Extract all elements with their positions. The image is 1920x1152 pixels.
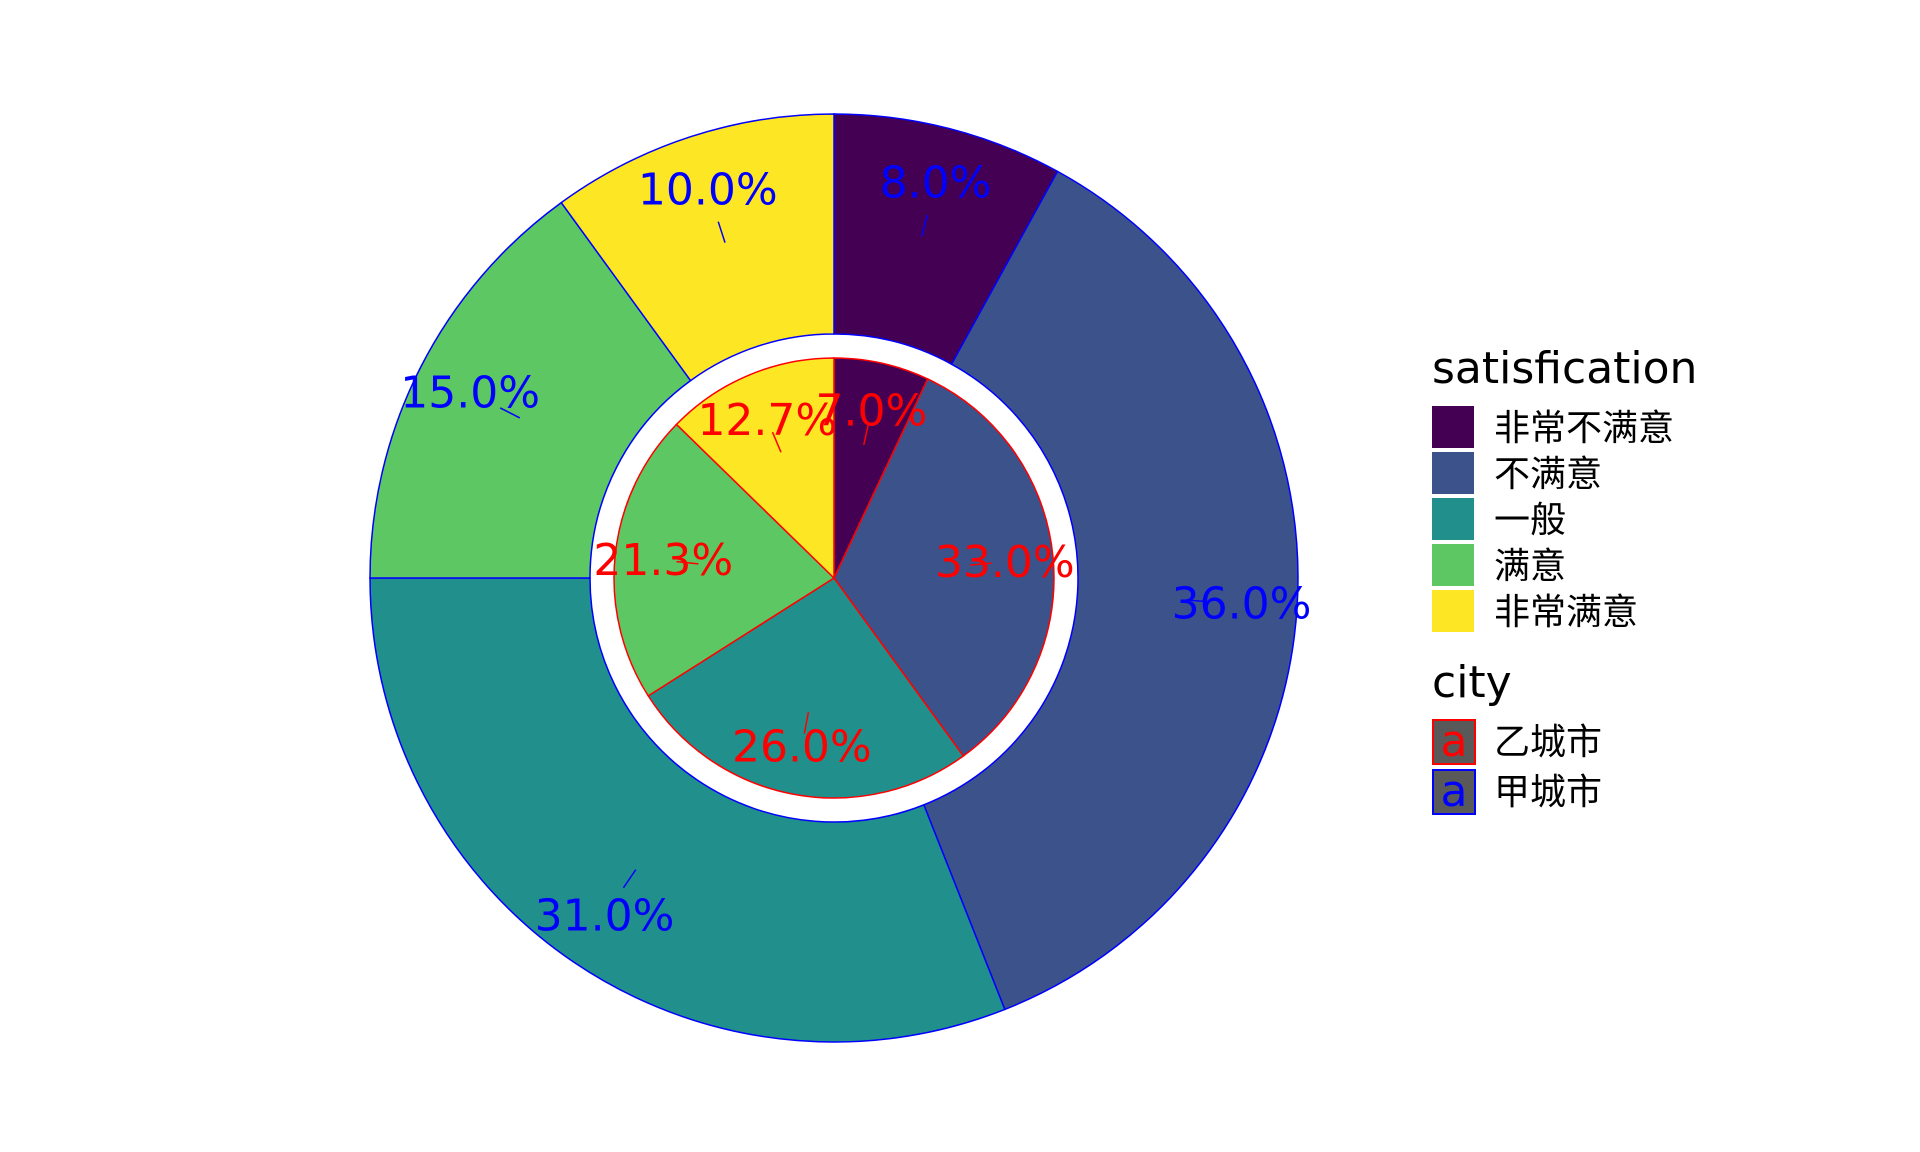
slice-outer-4 <box>560 113 835 382</box>
leader-outer-1 <box>1185 599 1208 603</box>
slice-label-outer-3: 15.0% <box>400 368 540 419</box>
slice-label-outer-4: 10.0% <box>638 165 778 216</box>
slice-label-outer-1: 36.0% <box>1172 579 1312 630</box>
legend-fill-title: satisfication <box>1432 343 1697 394</box>
legend-fill-swatch-2 <box>1432 498 1474 540</box>
slice-outer-3 <box>369 201 692 579</box>
slice-inner-4 <box>675 357 835 580</box>
legend-city-label-1: 甲城市 <box>1494 772 1602 813</box>
slice-outer-2 <box>369 577 1006 1043</box>
slice-label-inner-1: 33.0% <box>935 537 1075 588</box>
leader-inner-1 <box>969 562 992 566</box>
leader-outer-3 <box>499 407 521 419</box>
legend-fill-label-2: 一般 <box>1494 500 1566 541</box>
pie-chart: 7.0% 33.0% 26.0% 21.3% 12.7% 8.0% 36.0% 31.0% 15… <box>369 113 1312 1043</box>
slice-label-inner-0: 7.0% <box>816 386 928 437</box>
legend-fill-label-3: 满意 <box>1494 546 1566 587</box>
slice-inner-2 <box>647 576 965 799</box>
legend-fill-swatch-1 <box>1432 452 1474 494</box>
legend-city-label-0: 乙城市 <box>1494 722 1602 763</box>
legend-fill-label-4: 非常满意 <box>1494 592 1638 633</box>
legend-city-swatch-0 <box>1432 719 1476 765</box>
legend-city-title: city <box>1432 657 1512 708</box>
slice-label-outer-2: 31.0% <box>535 891 675 942</box>
legend-city-items: a 乙城市 a 甲城市 <box>1432 716 1602 817</box>
legend-fill-swatch-4 <box>1432 590 1474 632</box>
legend-city-swatch-1 <box>1432 769 1476 815</box>
slice-inner-1 <box>833 377 1055 758</box>
slice-outer-1 <box>922 170 1299 1011</box>
legend-fill-label-1: 不满意 <box>1494 454 1602 495</box>
legend-fill-swatch-3 <box>1432 544 1474 586</box>
leader-outer-2 <box>622 869 637 889</box>
leader-inner-0 <box>863 423 870 446</box>
slice-inner-3 <box>613 423 836 697</box>
slice-label-inner-2: 26.0% <box>732 722 872 773</box>
slice-label-inner-4: 12.7% <box>697 395 837 446</box>
legend-city-key-letter-0: a <box>1441 716 1468 767</box>
leader-inner-3 <box>676 560 699 565</box>
slice-label-outer-0: 8.0% <box>880 158 992 209</box>
slice-label-inner-3: 21.3% <box>593 535 733 586</box>
legend-fill-swatch-0 <box>1432 406 1474 448</box>
leader-outer-4 <box>717 221 726 243</box>
leader-inner-4 <box>771 431 782 453</box>
legend-fill-label-0: 非常不满意 <box>1494 408 1674 449</box>
legend-city-key-letter-1: a <box>1441 766 1468 817</box>
leader-inner-2 <box>803 711 810 734</box>
leader-outer-0 <box>920 214 928 237</box>
